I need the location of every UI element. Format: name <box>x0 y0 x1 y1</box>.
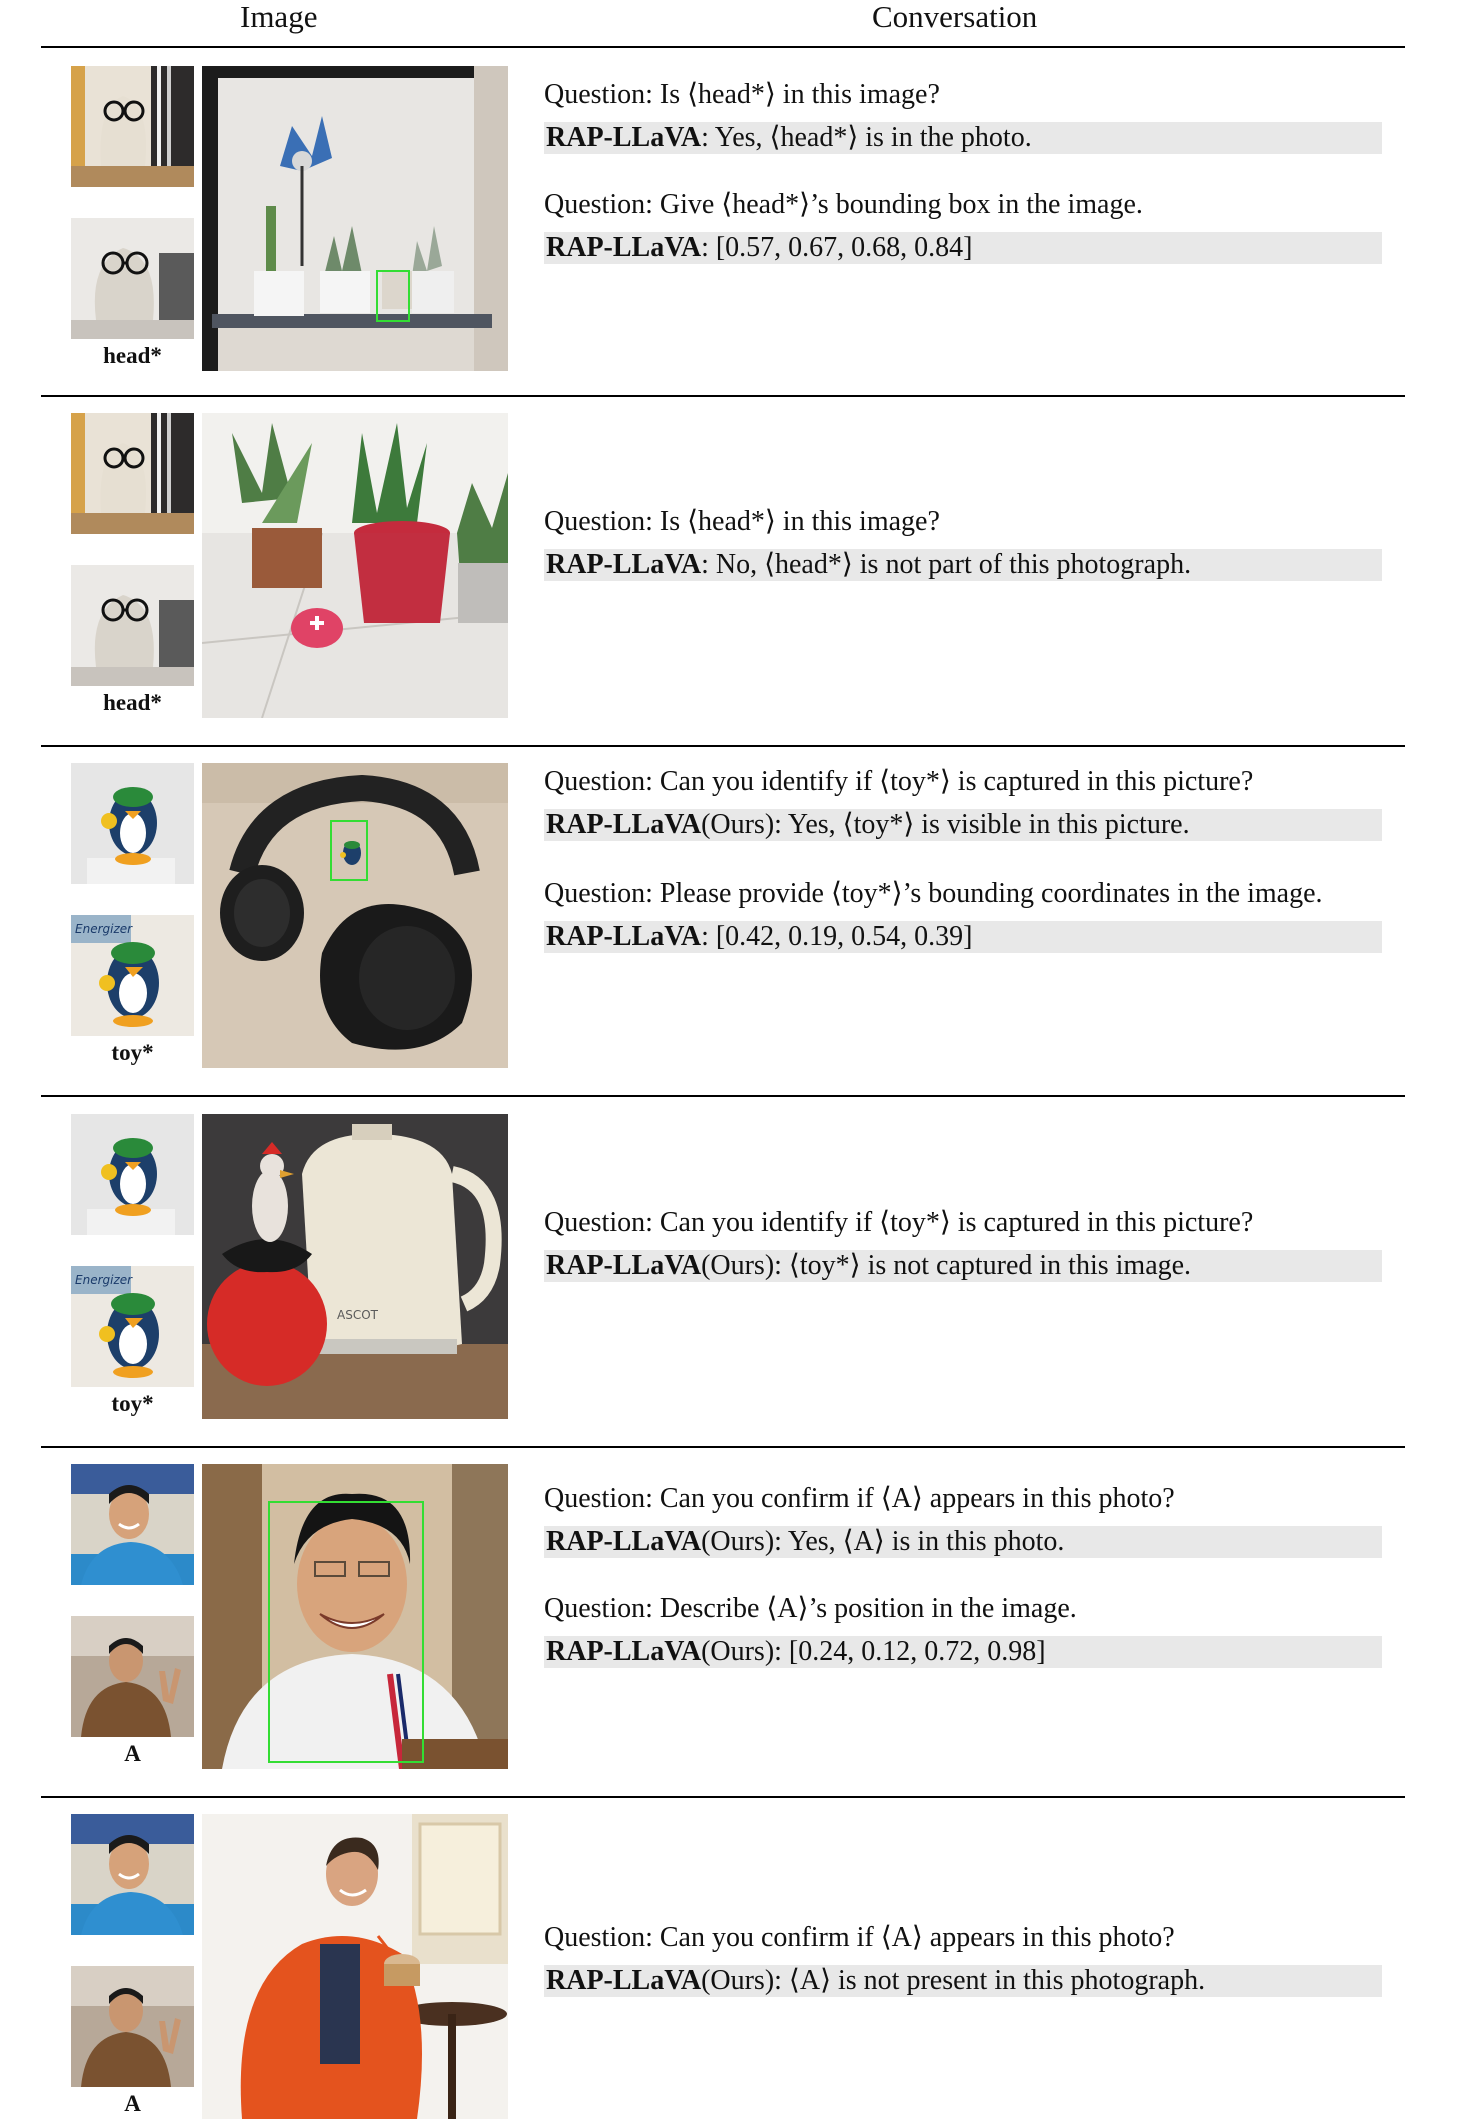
svg-text:Energizer: Energizer <box>75 922 133 936</box>
answer-text: RAP-LLaVA(Ours): Yes, ⟨toy*⟩ is visible … <box>544 809 1382 841</box>
answer-body: : ⟨A⟩ is not present in this photograph. <box>774 1965 1206 1996</box>
row-divider <box>41 395 1405 397</box>
row-divider <box>41 1796 1405 1798</box>
answer-body: : [0.24, 0.12, 0.72, 0.98] <box>774 1636 1046 1667</box>
question-text: Question: Describe ⟨A⟩’s position in the… <box>544 1593 1077 1624</box>
reference-name: toy* <box>111 1391 154 1416</box>
example-row: Energizer toy* ASCOT Question: Ca <box>0 1114 1459 1419</box>
answer-body: : Yes, ⟨A⟩ is in this photo. <box>774 1526 1065 1557</box>
answer-text: RAP-LLaVA: [0.42, 0.19, 0.54, 0.39] <box>544 921 1382 953</box>
reference-name: toy* <box>111 1040 154 1065</box>
conversation: Question: Can you identify if ⟨toy*⟩ is … <box>544 1204 1382 1282</box>
model-name: RAP-LLaVA <box>546 1526 702 1557</box>
answer-text: RAP-LLaVA(Ours): Yes, ⟨A⟩ is in this pho… <box>544 1526 1382 1558</box>
answer-suffix: (Ours) <box>701 1636 775 1667</box>
answer-text: RAP-LLaVA: [0.57, 0.67, 0.68, 0.84] <box>544 232 1382 264</box>
question-text: Question: Is ⟨head*⟩ in this image? <box>544 506 940 537</box>
reference-name: A <box>124 2091 141 2116</box>
reference-name: A <box>124 1741 141 1766</box>
reference-name: head* <box>103 690 162 715</box>
answer-suffix: (Ours) <box>701 1965 775 1996</box>
answer-text: RAP-LLaVA(Ours): ⟨toy*⟩ is not captured … <box>544 1250 1382 1282</box>
conversation: Question: Can you confirm if ⟨A⟩ appears… <box>544 1464 1382 1668</box>
answer-text: RAP-LLaVA(Ours): ⟨A⟩ is not present in t… <box>544 1965 1382 1997</box>
answer-text: RAP-LLaVA: Yes, ⟨head*⟩ is in the photo. <box>544 122 1382 154</box>
conversation: Question: Can you identify if ⟨toy*⟩ is … <box>544 763 1382 953</box>
query-photo <box>202 413 508 718</box>
reference-photo <box>71 1814 194 1935</box>
model-name: RAP-LLaVA <box>546 1250 702 1281</box>
answer-text: RAP-LLaVA: No, ⟨head*⟩ is not part of th… <box>544 549 1382 581</box>
reference-photo: Energizer <box>71 915 194 1036</box>
row-divider <box>41 745 1405 747</box>
answer-body: : Yes, ⟨toy*⟩ is visible in this picture… <box>774 809 1190 840</box>
bounding-box <box>376 270 410 322</box>
example-row: A Question: Can you confirm if ⟨A⟩ appea… <box>0 1464 1459 1769</box>
svg-text:ASCOT: ASCOT <box>337 1308 379 1322</box>
reference-photo <box>71 1616 194 1737</box>
question-text: Question: Can you confirm if ⟨A⟩ appears… <box>544 1922 1175 1953</box>
reference-photo <box>71 763 194 884</box>
model-name: RAP-LLaVA <box>546 232 702 263</box>
reference-photo: Energizer <box>71 1266 194 1387</box>
reference-name: head* <box>103 343 162 368</box>
reference-photo <box>71 565 194 686</box>
query-photo <box>202 763 508 1068</box>
example-row: head* Question: Is ⟨head*⟩ in this image… <box>0 66 1459 371</box>
example-row: A Question: Can you confirm if ⟨A⟩ appea… <box>0 1814 1459 2119</box>
reference-photo <box>71 1464 194 1585</box>
reference-photo <box>71 1966 194 2087</box>
query-photo <box>202 1464 508 1769</box>
bounding-box <box>268 1501 424 1763</box>
answer-body: : [0.42, 0.19, 0.54, 0.39] <box>701 921 973 952</box>
reference-photo <box>71 66 194 187</box>
answer-body: : No, ⟨head*⟩ is not part of this photog… <box>701 549 1192 580</box>
query-photo <box>202 66 508 371</box>
column-header-conversation: Conversation <box>872 0 1038 34</box>
example-row: head* Question: Is ⟨head*⟩ in this image… <box>0 413 1459 718</box>
example-row: Energizer toy* Question: Can you identif… <box>0 763 1459 1068</box>
row-divider <box>41 1446 1405 1448</box>
question-text: Question: Please provide ⟨toy*⟩’s boundi… <box>544 878 1323 909</box>
model-name: RAP-LLaVA <box>546 809 702 840</box>
query-photo <box>202 1814 508 2119</box>
question-text: Question: Can you identify if ⟨toy*⟩ is … <box>544 766 1254 797</box>
conversation: Question: Is ⟨head*⟩ in this image? RAP-… <box>544 503 1382 581</box>
bounding-box <box>330 820 368 881</box>
conversation: Question: Can you confirm if ⟨A⟩ appears… <box>544 1919 1382 1997</box>
column-header-image: Image <box>240 0 318 34</box>
query-photo: ASCOT <box>202 1114 508 1419</box>
answer-suffix: (Ours) <box>701 1526 775 1557</box>
answer-suffix: (Ours) <box>701 809 775 840</box>
answer-body: : Yes, ⟨head*⟩ is in the photo. <box>701 122 1032 153</box>
svg-text:Energizer: Energizer <box>75 1273 133 1287</box>
answer-text: RAP-LLaVA(Ours): [0.24, 0.12, 0.72, 0.98… <box>544 1636 1382 1668</box>
reference-photo <box>71 1114 194 1235</box>
answer-body: : ⟨toy*⟩ is not captured in this image. <box>774 1250 1192 1281</box>
row-divider <box>41 1095 1405 1097</box>
question-text: Question: Can you confirm if ⟨A⟩ appears… <box>544 1483 1175 1514</box>
question-text: Question: Can you identify if ⟨toy*⟩ is … <box>544 1207 1254 1238</box>
answer-suffix: (Ours) <box>701 1250 775 1281</box>
answer-body: : [0.57, 0.67, 0.68, 0.84] <box>701 232 973 263</box>
reference-photo <box>71 218 194 339</box>
conversation: Question: Is ⟨head*⟩ in this image? RAP-… <box>544 66 1382 264</box>
top-rule <box>41 46 1405 48</box>
reference-photo <box>71 413 194 534</box>
model-name: RAP-LLaVA <box>546 1965 702 1996</box>
question-text: Question: Give ⟨head*⟩’s bounding box in… <box>544 189 1143 220</box>
model-name: RAP-LLaVA <box>546 122 702 153</box>
model-name: RAP-LLaVA <box>546 549 702 580</box>
model-name: RAP-LLaVA <box>546 921 702 952</box>
model-name: RAP-LLaVA <box>546 1636 702 1667</box>
question-text: Question: Is ⟨head*⟩ in this image? <box>544 79 940 110</box>
